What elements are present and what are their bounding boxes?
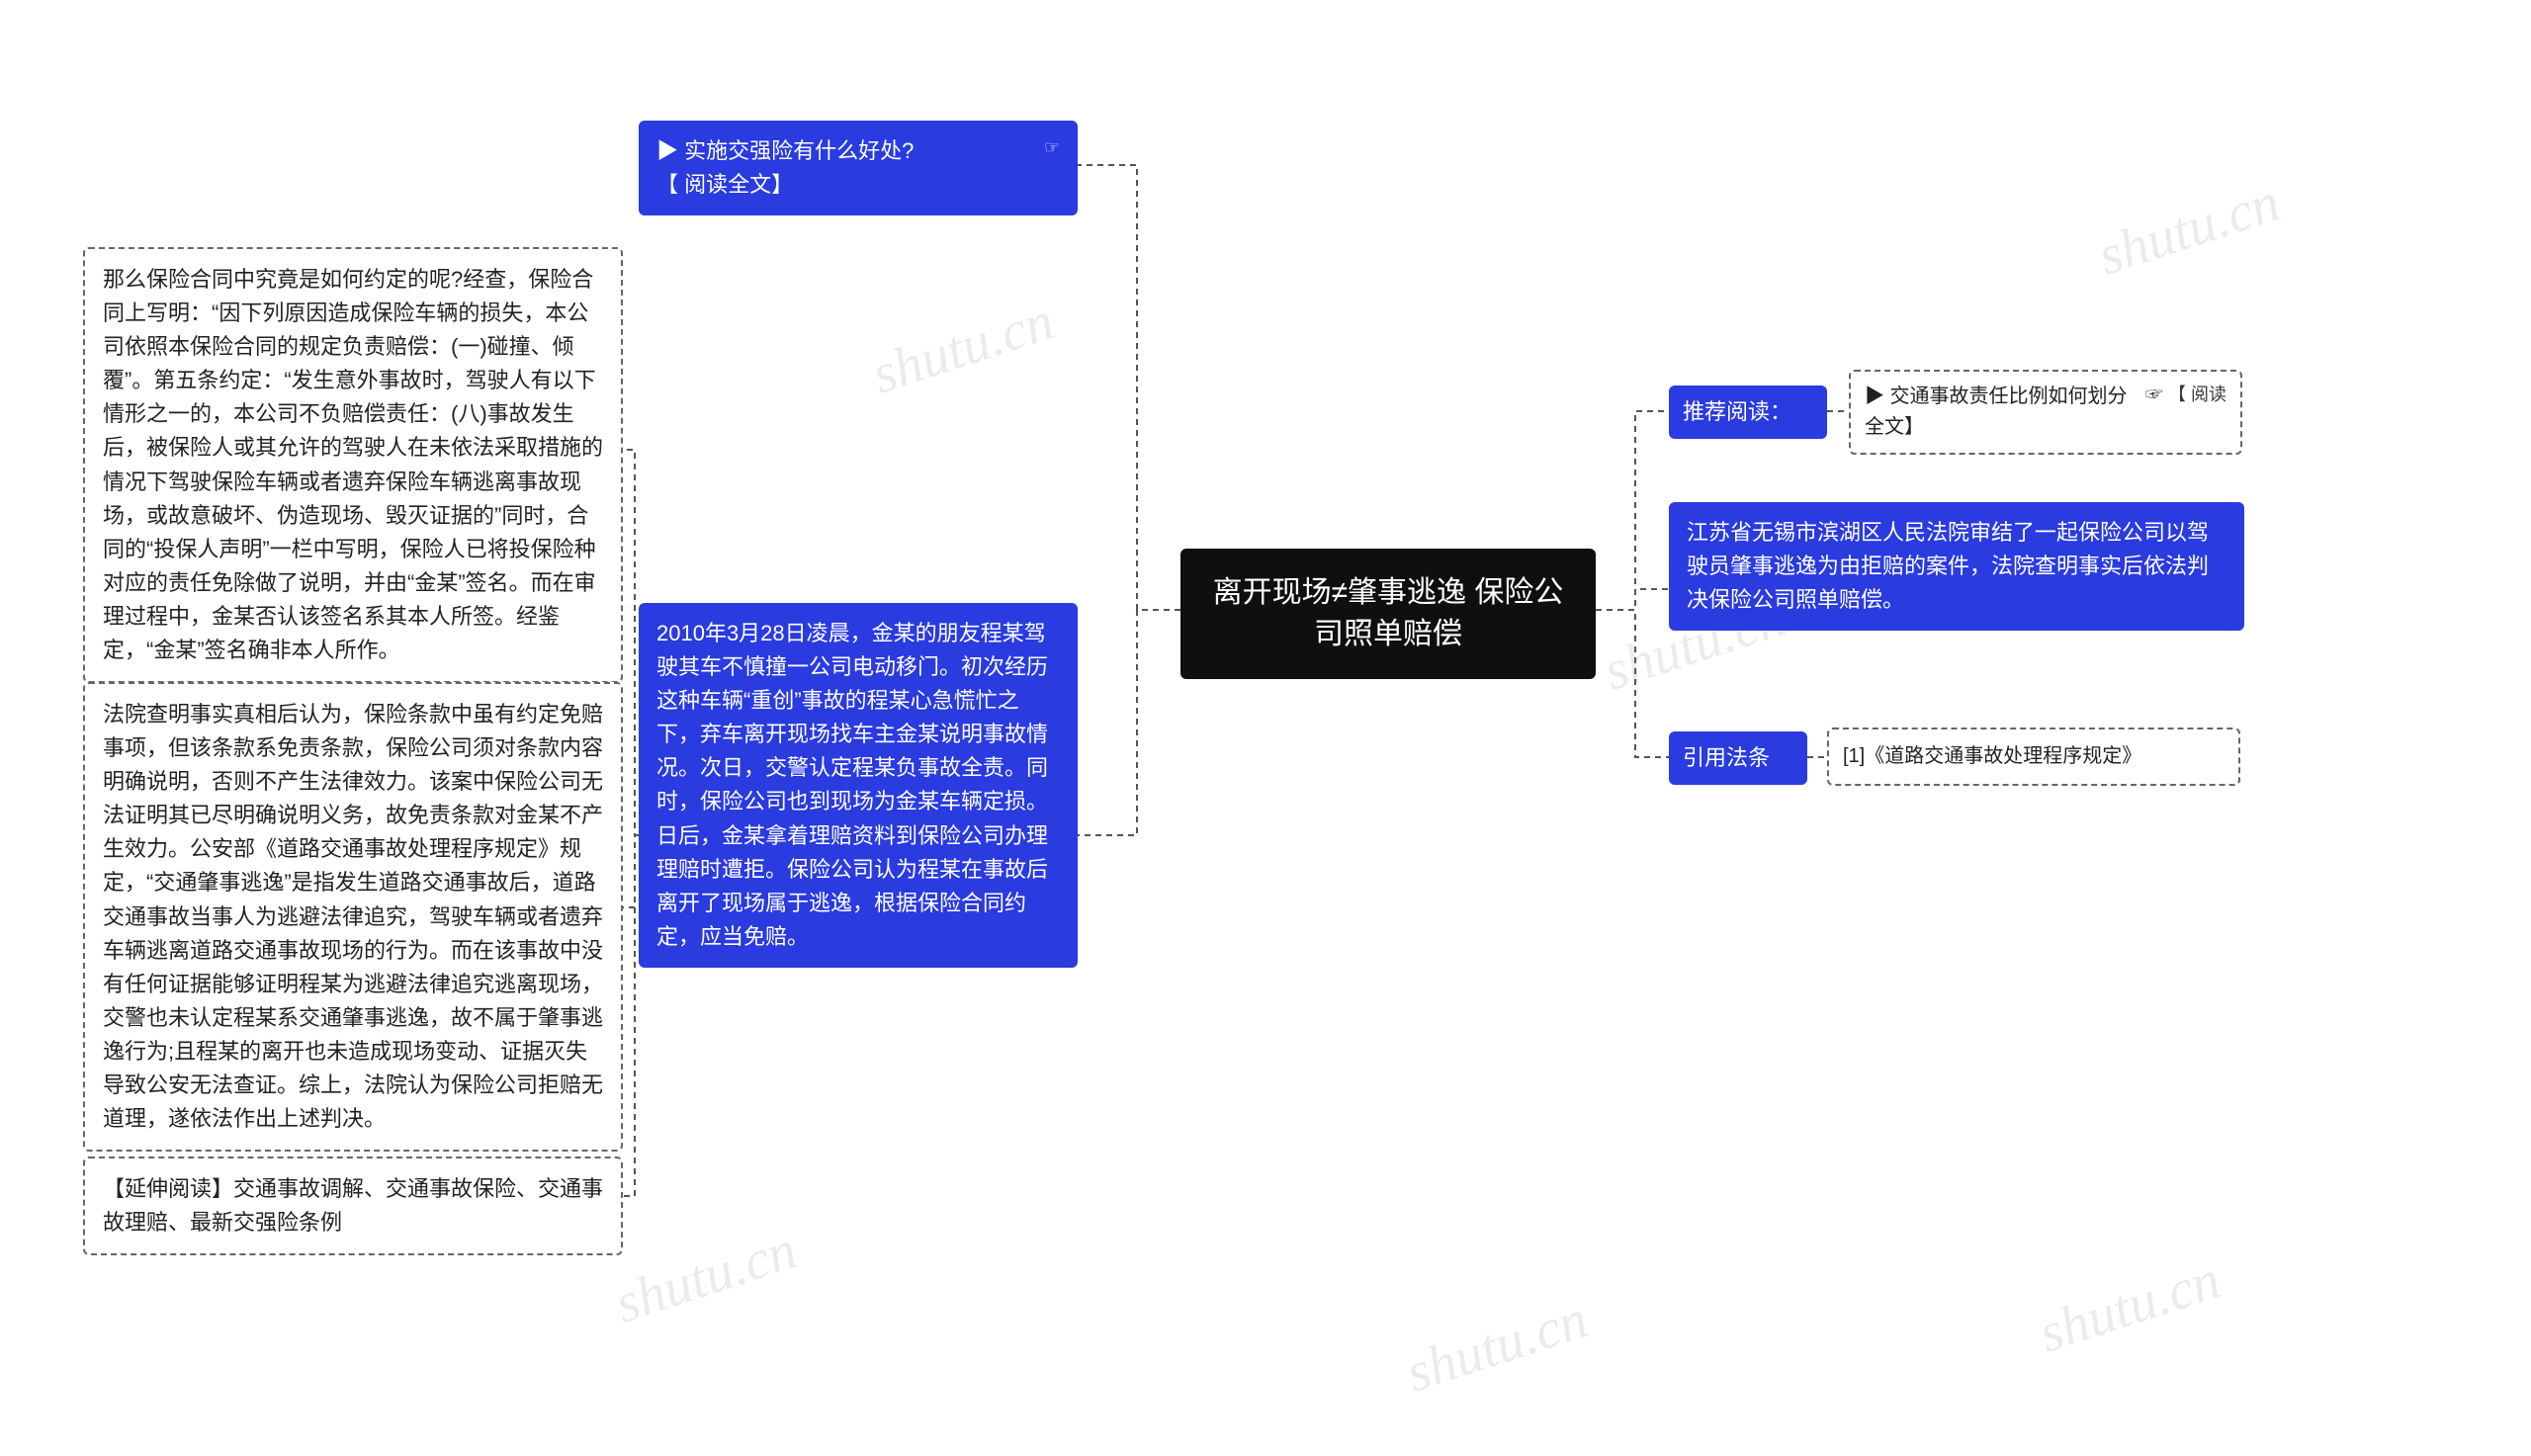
recommend-label-text: 推荐阅读： [1683,399,1791,424]
court-reasoning-node[interactable]: 法院查明事实真相后认为，保险条款中虽有约定免赔事项，但该条款系免责条款，保险公司… [83,682,623,1152]
cite-label[interactable]: 引用法条 [1669,731,1807,785]
watermark: shutu.cn [865,289,1062,406]
central-topic-text: 离开现场≠肇事逃逸 保险公司照单赔偿 [1213,576,1564,650]
expand-icon[interactable]: ☞ [1044,134,1060,162]
watermark: shutu.cn [608,1218,805,1335]
court-reasoning-text: 法院查明事实真相后认为，保险条款中虽有约定免赔事项，但该条款系免责条款，保险公司… [103,702,603,1131]
recommend-item-line2: 全文】 [1865,412,2226,443]
benefit-node[interactable]: ▶ 实施交强险有什么好处? ☞ 【 阅读全文】 [639,121,1078,215]
cite-item-text: [1]《道路交通事故处理程序规定》 [1843,745,2141,767]
court-summary-node[interactable]: 江苏省无锡市滨湖区人民法院审结了一起保险公司以驾驶员肇事逃逸为由拒赔的案件，法院… [1669,502,2244,631]
watermark: shutu.cn [2091,170,2288,288]
recommend-item-line1: ▶ 交通事故责任比例如何划分 [1865,385,2128,407]
contract-terms-text: 那么保险合同中究竟是如何约定的呢?经查，保险合同上写明：“因下列原因造成保险车辆… [103,267,603,662]
case-facts-node[interactable]: 2010年3月28日凌晨，金某的朋友程某驾驶其车不慎撞一公司电动移门。初次经历这… [639,603,1078,968]
benefit-line2: 【 阅读全文】 [656,168,1060,202]
central-topic[interactable]: 离开现场≠肇事逃逸 保险公司照单赔偿 [1180,549,1596,679]
watermark: shutu.cn [2032,1247,2228,1365]
court-summary-text: 江苏省无锡市滨湖区人民法院审结了一起保险公司以驾驶员肇事逃逸为由拒赔的案件，法院… [1687,520,2209,612]
recommend-item[interactable]: ▶ 交通事故责任比例如何划分 ☞ 【 阅读 全文】 [1849,370,2242,455]
cite-label-text: 引用法条 [1683,745,1770,770]
expand-icon[interactable]: ☞ 【 阅读 [2145,382,2226,409]
extended-reading-node[interactable]: 【延伸阅读】交通事故调解、交通事故保险、交通事故理赔、最新交强险条例 [83,1156,623,1255]
recommend-label[interactable]: 推荐阅读： [1669,385,1827,439]
extended-reading-text: 【延伸阅读】交通事故调解、交通事故保险、交通事故理赔、最新交强险条例 [103,1176,603,1235]
contract-terms-node[interactable]: 那么保险合同中究竟是如何约定的呢?经查，保险合同上写明：“因下列原因造成保险车辆… [83,247,623,683]
watermark: shutu.cn [1399,1287,1596,1405]
cite-item[interactable]: [1]《道路交通事故处理程序规定》 [1827,728,2240,786]
case-facts-text: 2010年3月28日凌晨，金某的朋友程某驾驶其车不慎撞一公司电动移门。初次经历这… [656,621,1048,949]
benefit-line1: ▶ 实施交强险有什么好处? [656,138,914,163]
